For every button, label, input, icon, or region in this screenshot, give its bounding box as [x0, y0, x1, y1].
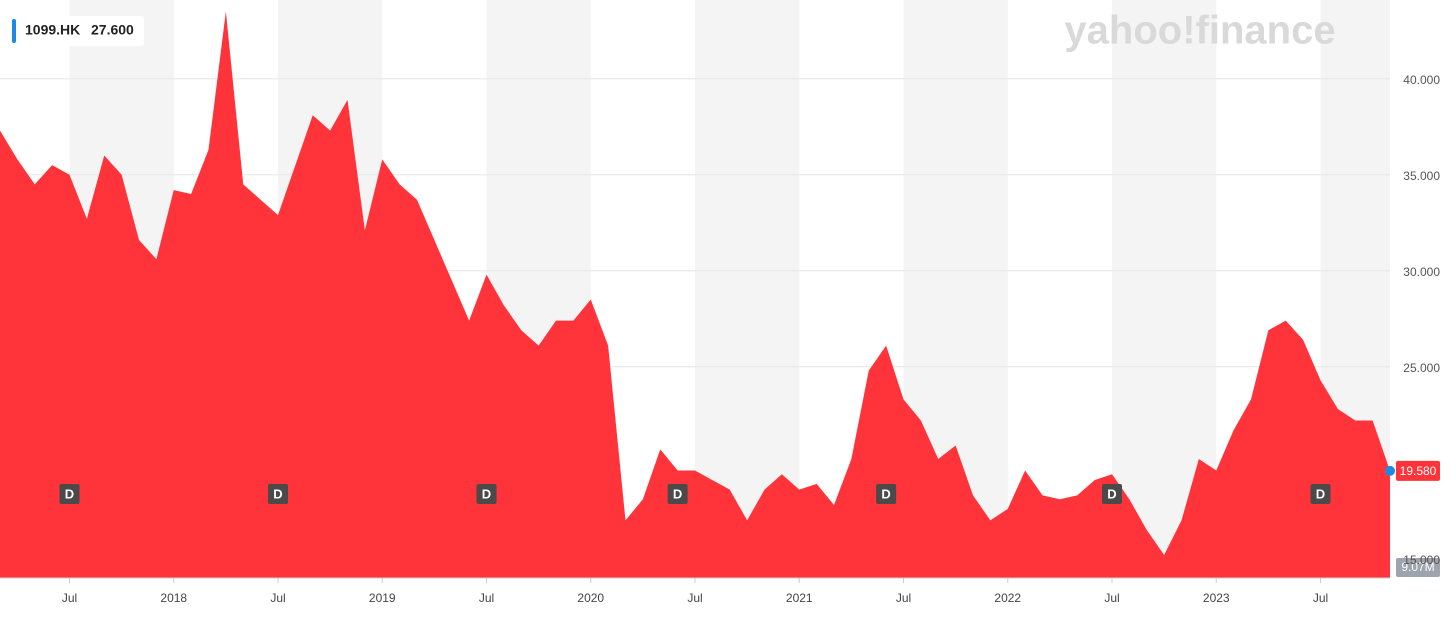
- dividend-marker: [1310, 484, 1331, 504]
- x-tick-label: 2019: [369, 591, 396, 605]
- legend-box: [4, 16, 144, 46]
- price-area: [0, 11, 1390, 578]
- x-tick-label: Jul: [896, 591, 911, 605]
- y-tick-label: 15.000: [1403, 553, 1440, 567]
- x-tick-label: 2022: [994, 591, 1021, 605]
- y-tick-label: 35.000: [1403, 169, 1440, 183]
- legend-marker: [12, 19, 16, 43]
- y-tick-label: 30.000: [1403, 265, 1440, 279]
- x-tick-label: Jul: [1104, 591, 1119, 605]
- x-tick-label: 2018: [160, 591, 187, 605]
- dividend-label: D: [273, 486, 282, 501]
- dividend-marker: [268, 484, 288, 504]
- x-tick-label: Jul: [270, 591, 285, 605]
- dividend-marker: [876, 484, 897, 504]
- x-tick-label: Jul: [62, 591, 77, 605]
- y-tick-label: 25.000: [1403, 361, 1440, 375]
- dividend-label: D: [482, 486, 491, 501]
- dividend-marker: [667, 484, 688, 504]
- dividend-label: D: [1107, 486, 1116, 501]
- last-point: [1385, 465, 1395, 476]
- x-tick-label: 2021: [786, 591, 813, 605]
- dividend-label: D: [1316, 486, 1325, 501]
- dividend-label: D: [673, 486, 682, 501]
- x-tick-label: 2023: [1203, 591, 1230, 605]
- last-value-label: 19.580: [1400, 464, 1437, 478]
- dividend-label: D: [881, 486, 890, 501]
- x-tick-label: Jul: [479, 591, 494, 605]
- legend-value: 27.600: [91, 22, 134, 38]
- x-tick-label: Jul: [1313, 591, 1328, 605]
- watermark: yahoo!finance: [1064, 9, 1335, 53]
- dividend-marker: [1102, 484, 1122, 504]
- dividend-marker: [476, 484, 497, 504]
- last-value-box: [1396, 460, 1440, 481]
- dividend-marker: [59, 484, 80, 504]
- dividend-label: D: [65, 486, 74, 501]
- volume-label: 9.07M: [1401, 560, 1434, 574]
- y-tick-label: 40.000: [1403, 73, 1440, 87]
- x-tick-label: 2020: [577, 591, 604, 605]
- volume-box: [1396, 558, 1440, 577]
- x-tick-label: Jul: [687, 591, 702, 605]
- legend-symbol: 1099.HK: [25, 22, 80, 38]
